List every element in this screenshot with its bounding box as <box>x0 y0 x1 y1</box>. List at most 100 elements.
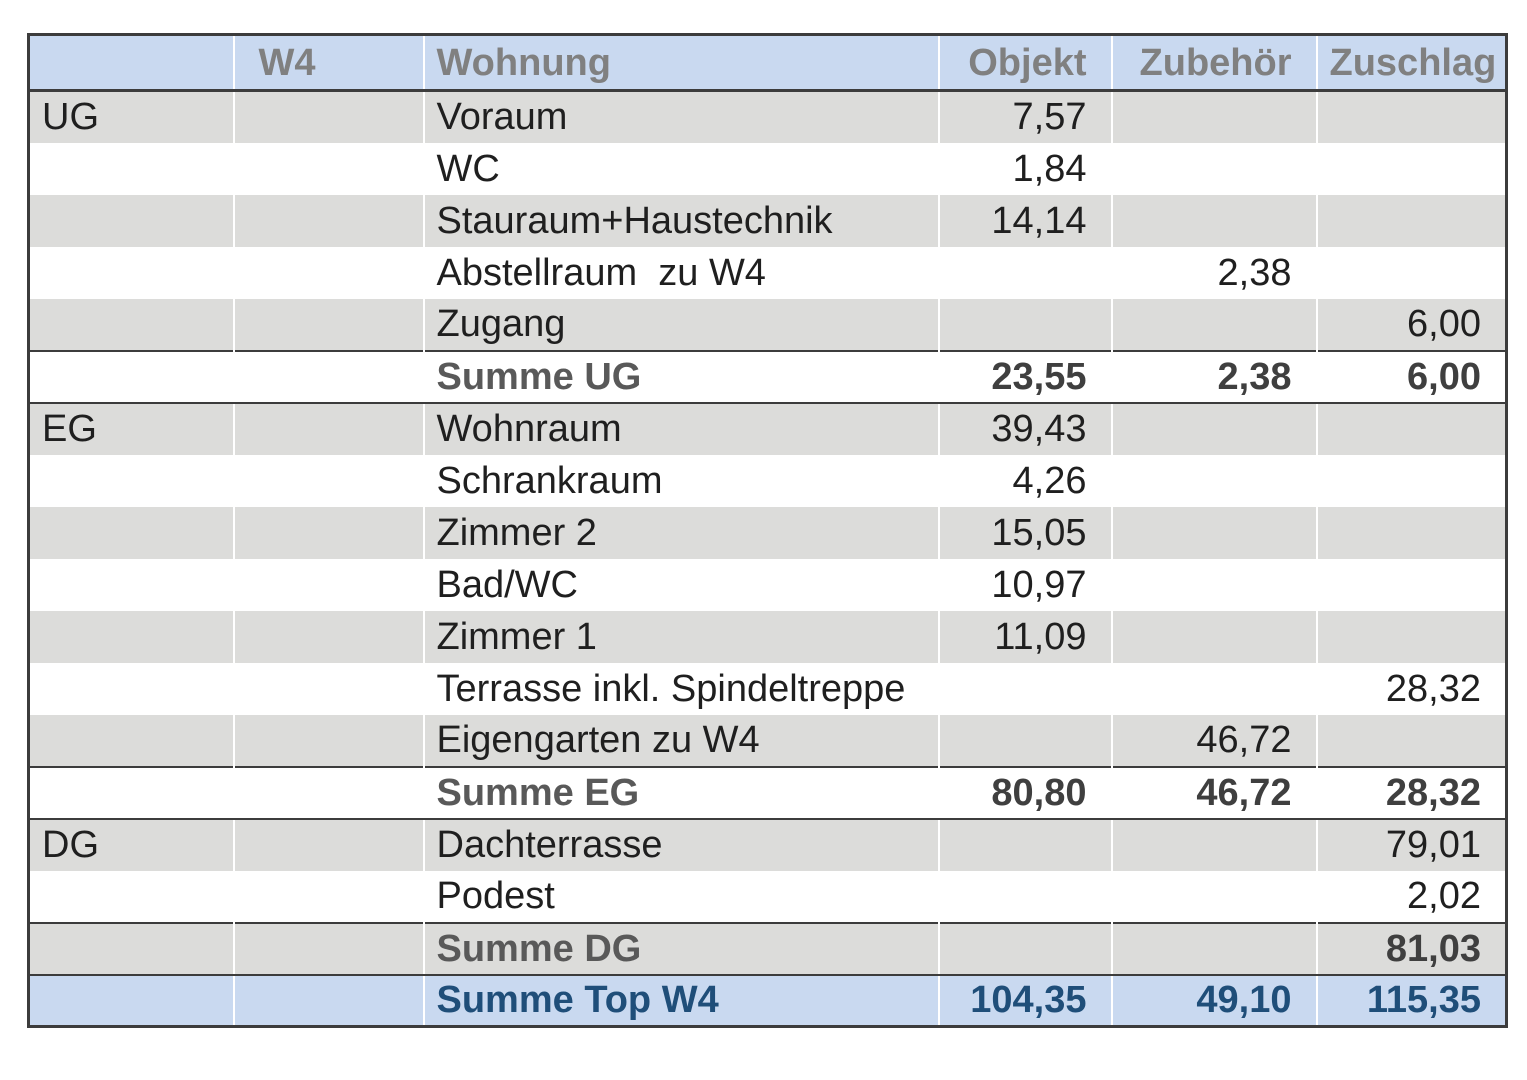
table-row: Zimmer 2 15,05 <box>28 506 1507 559</box>
cell-objekt: 7,57 <box>938 90 1113 143</box>
cell-wohnung: Schrankraum <box>423 454 940 507</box>
table-row: Terrasse inkl. Spindeltreppe 28,32 <box>28 662 1507 715</box>
cell-objekt: 39,43 <box>938 402 1113 455</box>
area-table: W4 Wohnung Objekt Zubehör Zuschlag UG Vor… <box>27 33 1508 1028</box>
cell-zubehoer <box>1111 558 1318 611</box>
cell-w4 <box>233 506 425 559</box>
cell-zuschlag <box>1317 455 1507 507</box>
area-summary-sheet: W4 Wohnung Objekt Zubehör Zuschlag UG Vor… <box>27 33 1508 1028</box>
cell-floor <box>28 973 235 1027</box>
cell-w4 <box>233 714 425 767</box>
cell-floor <box>28 610 235 663</box>
cell-w4 <box>233 921 425 976</box>
cell-objekt: 80,80 <box>938 765 1113 820</box>
cell-wohnung: Bad/WC <box>423 558 940 611</box>
table-row: Podest 2,02 <box>28 870 1507 923</box>
cell-floor: EG <box>28 402 235 455</box>
cell-objekt <box>938 921 1113 976</box>
cell-zuschlag: 6,00 <box>1407 303 1481 345</box>
subtotal-row: Summe DG 81,03 <box>28 921 1507 976</box>
cell-objekt: 23,55 <box>938 349 1113 404</box>
cell-floor <box>28 870 235 923</box>
cell-zubehoer <box>1111 298 1318 351</box>
cell-floor <box>28 921 235 976</box>
cell-floor <box>28 142 235 195</box>
cell-floor <box>28 246 235 299</box>
cell-zubehoer <box>1111 921 1318 976</box>
col-header-zubehoer: Zubehör <box>1111 34 1318 92</box>
cell-wohnung: Eigengarten zu W4 <box>423 714 940 767</box>
cell-w4 <box>233 90 425 143</box>
table-header: W4 Wohnung Objekt Zubehör Zuschlag <box>28 34 1507 92</box>
grand-total-row: Summe Top W4 104,35 49,10 115,35 <box>28 973 1507 1027</box>
cell-objekt <box>938 818 1113 871</box>
cell-zuschlag <box>1317 611 1507 663</box>
table-row: Zimmer 1 11,09 <box>28 610 1507 663</box>
cell-wohnung: Dachterrasse <box>423 818 940 871</box>
cell-w4 <box>233 298 425 351</box>
cell-w4 <box>233 610 425 663</box>
cell-zuschlag <box>1317 403 1507 455</box>
col-header-floor <box>28 34 235 92</box>
cell-zubehoer <box>1111 610 1318 663</box>
cell-zubehoer <box>1111 142 1318 195</box>
cell-wohnung: Terrasse inkl. Spindeltreppe <box>423 662 940 715</box>
cell-zubehoer <box>1111 194 1318 247</box>
cell-w4 <box>233 870 425 923</box>
cell-zubehoer: 2,38 <box>1111 246 1318 299</box>
cell-zuschlag <box>1317 247 1507 299</box>
table-row: EG Wohnraum 39,43 <box>28 402 1507 455</box>
cell-wohnung: Abstellraum zu W4 <box>423 246 940 299</box>
cell-objekt <box>938 662 1113 715</box>
cell-zuschlag <box>1317 715 1507 767</box>
table-row: Stauraum+Haustechnik 14,14 <box>28 194 1507 247</box>
cell-zuschlag: 81,03 <box>1316 921 1507 976</box>
cell-zubehoer <box>1111 454 1318 507</box>
cell-wohnung: Wohnraum <box>423 402 940 455</box>
cell-zuschlag: 79,01 <box>1385 824 1481 866</box>
table-row: WC 1,84 <box>28 142 1507 195</box>
cell-zuschlag: 28,32 <box>1316 765 1507 820</box>
table-row: Bad/WC 10,97 <box>28 558 1507 611</box>
cell-objekt <box>938 298 1113 351</box>
cell-w4 <box>233 558 425 611</box>
cell-wohnung: Voraum <box>423 90 940 143</box>
cell-objekt: 14,14 <box>938 194 1113 247</box>
cell-zuschlag <box>1317 91 1507 143</box>
cell-floor: DG <box>28 818 235 871</box>
cell-floor <box>28 558 235 611</box>
subtotal-row: Summe EG 80,80 46,72 28,32 <box>28 765 1507 820</box>
cell-zubehoer: 46,72 <box>1111 765 1318 820</box>
cell-wohnung: Zimmer 2 <box>423 506 940 559</box>
cell-floor <box>28 298 235 351</box>
cell-zubehoer <box>1111 506 1318 559</box>
cell-objekt: 10,97 <box>938 558 1113 611</box>
cell-zubehoer <box>1111 402 1318 455</box>
table-row: Schrankraum 4,26 <box>28 454 1507 507</box>
cell-objekt: 1,84 <box>938 142 1113 195</box>
header-row: W4 Wohnung Objekt Zubehör Zuschlag <box>28 34 1507 92</box>
cell-w4 <box>233 765 425 820</box>
cell-floor <box>28 714 235 767</box>
cell-w4 <box>233 818 425 871</box>
table-row: Zugang 6,00 <box>28 298 1507 351</box>
cell-floor <box>28 194 235 247</box>
cell-w4 <box>233 194 425 247</box>
col-header-w4: W4 <box>233 34 425 92</box>
cell-w4 <box>233 454 425 507</box>
cell-floor <box>28 506 235 559</box>
cell-zubehoer: 46,72 <box>1111 714 1318 767</box>
table-row: UG Voraum 7,57 <box>28 90 1507 143</box>
cell-objekt <box>938 870 1113 923</box>
cell-objekt: 15,05 <box>938 506 1113 559</box>
cell-w4 <box>233 246 425 299</box>
cell-floor <box>28 765 235 820</box>
cell-w4 <box>233 402 425 455</box>
cell-wohnung: Summe Top W4 <box>423 973 940 1027</box>
cell-w4 <box>233 349 425 404</box>
cell-objekt <box>938 246 1113 299</box>
cell-wohnung: Summe DG <box>423 921 940 976</box>
table-body: UG Voraum 7,57 WC 1,84 Stauraum+Haustechnik 14… <box>28 90 1507 1027</box>
table-row: DG Dachterrasse 79,01 <box>28 818 1507 871</box>
cell-zuschlag: 2,02 <box>1407 875 1481 917</box>
